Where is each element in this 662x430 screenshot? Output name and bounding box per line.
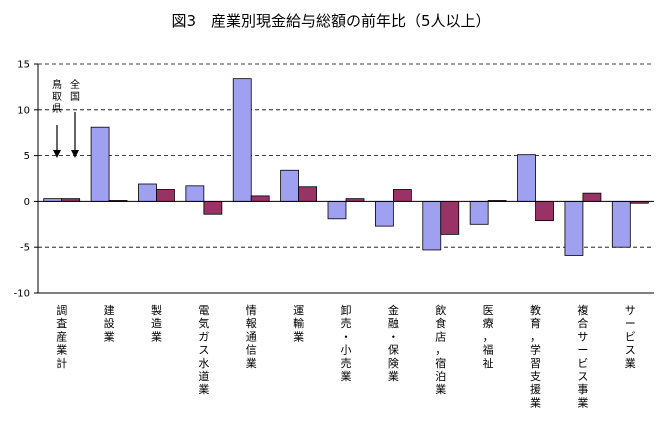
- bar-tottori: [280, 169, 300, 202]
- bar-tottori: [90, 126, 110, 202]
- bar-zenkoku: [440, 200, 460, 235]
- bar-tottori: [374, 200, 394, 227]
- bar-tottori: [517, 154, 536, 202]
- category-label: 製造業: [151, 303, 162, 343]
- category-label: 建設業: [104, 303, 115, 343]
- bar-zenkoku: [582, 192, 602, 202]
- bar-zenkoku: [392, 189, 412, 202]
- category-labels: 調査産業計 建設業 製造業 電気ガス水道業 情報通信業 運輸業 卸売・小売業 金融・保険業 飲食…: [56, 303, 636, 409]
- bar-zenkoku: [250, 195, 270, 202]
- category-label: 金融・保険業: [388, 303, 399, 383]
- axes: [34, 63, 654, 294]
- bar-tottori: [185, 185, 205, 202]
- y-tick-labels: 15 10 5 0 -5 -10: [14, 60, 30, 300]
- category-label: 飲食店，宿泊業: [435, 303, 446, 396]
- chart-title: 図3 産業別現金給与総額の前年比（5人以上）: [171, 12, 490, 30]
- y-tick-label: 10: [17, 105, 30, 116]
- category-label: 情報通信業: [246, 304, 257, 370]
- y-tick-label: -5: [20, 243, 30, 254]
- category-label: サービス業: [625, 304, 636, 370]
- bar-zenkoku: [156, 189, 175, 202]
- gridlines: [38, 63, 654, 248]
- category-label: 電気ガス水道業: [198, 304, 209, 396]
- y-tick-label: 5: [24, 151, 30, 162]
- arrow-head-tottori: [53, 150, 61, 158]
- category-label: 調査産業計: [56, 303, 67, 370]
- bar-zenkoku: [203, 200, 223, 215]
- category-label: 複合サービス事業: [577, 303, 588, 409]
- category-label: 医療，福祉: [483, 304, 494, 370]
- bar-zenkoku: [298, 186, 318, 202]
- y-tick-label: -10: [14, 289, 30, 300]
- legend: 鳥取県 全国: [52, 78, 80, 158]
- bar-tottori: [469, 200, 489, 225]
- legend-label-tottori: 鳥取県: [52, 78, 62, 115]
- bar-tottori: [327, 200, 347, 220]
- bars: [43, 78, 649, 256]
- bar-tottori: [138, 183, 157, 202]
- bar-tottori: [422, 200, 442, 251]
- category-label: 卸売・小売業: [341, 303, 352, 383]
- category-label: 教育，学習支援業: [530, 304, 541, 409]
- y-tick-label: 15: [17, 60, 30, 71]
- category-label: 運輸業: [293, 304, 304, 343]
- arrow-head-zenkoku: [71, 150, 79, 158]
- bar-zenkoku: [535, 200, 554, 222]
- bar-tottori: [232, 78, 252, 202]
- legend-label-zenkoku: 全国: [70, 78, 80, 103]
- bar-tottori: [611, 200, 631, 248]
- bar-tottori: [564, 200, 584, 256]
- y-tick-label: 0: [24, 197, 30, 208]
